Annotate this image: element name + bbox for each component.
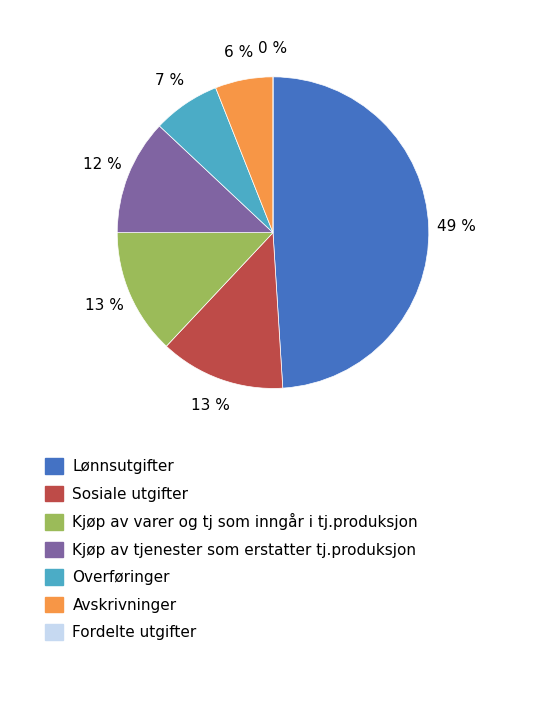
Wedge shape — [167, 233, 283, 388]
Text: 49 %: 49 % — [437, 220, 476, 234]
Text: 0 %: 0 % — [258, 41, 288, 56]
Legend: Lønnsutgifter, Sosiale utgifter, Kjøp av varer og tj som inngår i tj.produksjon,: Lønnsutgifter, Sosiale utgifter, Kjøp av… — [45, 459, 418, 640]
Wedge shape — [117, 126, 273, 233]
Wedge shape — [273, 77, 429, 388]
Text: 13 %: 13 % — [191, 398, 230, 413]
Text: 13 %: 13 % — [85, 298, 124, 313]
Text: 6 %: 6 % — [224, 44, 253, 60]
Text: 12 %: 12 % — [82, 158, 121, 172]
Wedge shape — [117, 233, 273, 346]
Wedge shape — [159, 88, 273, 233]
Wedge shape — [216, 77, 273, 233]
Text: 7 %: 7 % — [155, 73, 184, 88]
